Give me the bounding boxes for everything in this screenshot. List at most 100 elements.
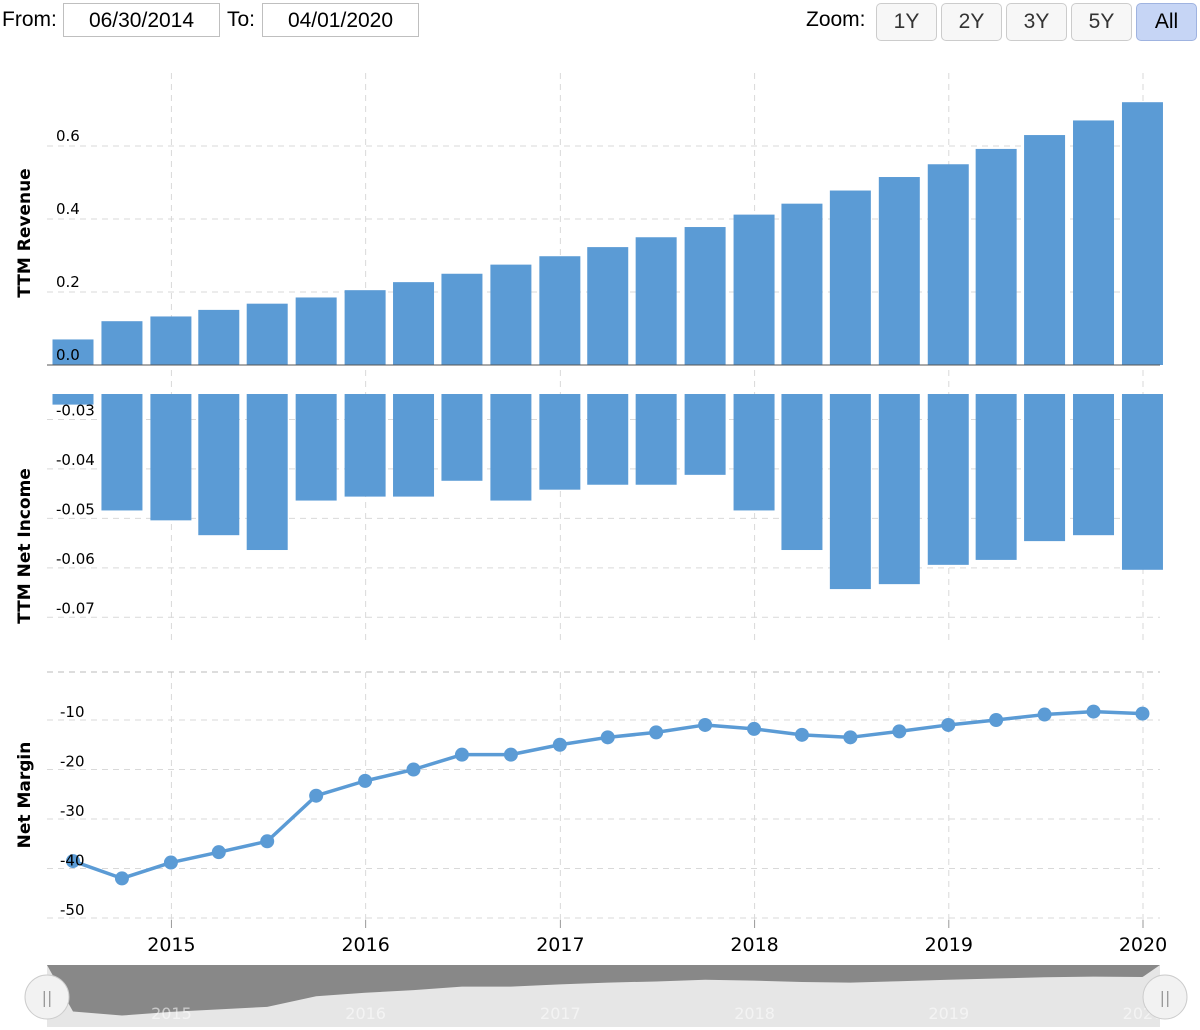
net-margin-point (1086, 704, 1101, 719)
zoom-2y-button[interactable]: 2Y (941, 3, 1002, 41)
net-income-bar (441, 394, 483, 481)
revenue-y-tick-label: 0.2 (56, 273, 80, 291)
net-margin-y-tick-label: -40 (60, 852, 85, 870)
navigator-year-label: 2015 (151, 1004, 192, 1023)
net-margin-point (843, 730, 858, 745)
net-margin-y-tick-label: -30 (60, 802, 85, 820)
range-selector: From: 06/30/2014 To: 04/01/2020 Zoom: 1Y… (0, 0, 1200, 50)
revenue-bar (198, 309, 240, 365)
net-margin-point (941, 717, 956, 732)
zoom-5y-button[interactable]: 5Y (1071, 3, 1132, 41)
net-income-y-tick-label: -0.06 (56, 550, 95, 568)
net-margin-point (406, 762, 421, 777)
zoom-3y-button[interactable]: 3Y (1006, 3, 1067, 41)
revenue-bar (635, 237, 677, 365)
navigator-right-handle[interactable]: || (1142, 974, 1188, 1020)
net-income-bar (539, 394, 581, 490)
handle-knob (24, 974, 70, 1020)
revenue-bar (101, 321, 143, 365)
net-income-y-tick-label: -0.05 (56, 500, 95, 518)
net-income-bar (101, 394, 143, 511)
net-margin-point (989, 713, 1004, 727)
net-income-bar (344, 394, 386, 497)
net-margin-y-tick-label: -20 (60, 753, 85, 771)
to-label: To: (227, 8, 256, 31)
zoom-label: Zoom: (806, 8, 866, 31)
revenue-bar (927, 164, 969, 365)
revenue-bar (878, 177, 920, 365)
revenue-bar (733, 214, 775, 365)
revenue-bar (344, 290, 386, 365)
net-income-y-tick-label: -0.03 (56, 401, 95, 419)
revenue-bar (781, 203, 823, 365)
net-income-bar (52, 394, 94, 405)
net-margin-point (600, 730, 615, 745)
x-tick-label: 2020 (1119, 934, 1167, 956)
revenue-y-tick-label: 0.0 (56, 346, 80, 364)
net-income-bar (490, 394, 532, 501)
net-margin-point (260, 834, 275, 849)
net-income-y-tick-label: -0.07 (56, 599, 95, 617)
revenue-bar (393, 282, 435, 365)
net-margin-point (163, 855, 178, 870)
net-income-bar (733, 394, 775, 511)
net-margin-point (358, 773, 373, 788)
net-income-bar (781, 394, 823, 551)
revenue-bar (490, 264, 532, 365)
navigator-year-label: 2018 (734, 1004, 775, 1023)
navigator-left-handle[interactable]: || (24, 974, 70, 1020)
net-margin-point (649, 725, 664, 740)
net-margin-y-tick-label: -50 (60, 901, 85, 919)
net-margin-point (1135, 706, 1150, 721)
handle-knob (1142, 974, 1188, 1020)
zoom-1y-button[interactable]: 1Y (876, 3, 937, 41)
net-margin-point (892, 724, 907, 739)
net-income-bar (1073, 394, 1115, 536)
revenue-bar (150, 316, 192, 365)
x-tick-label: 2019 (925, 934, 973, 956)
net-margin-point (698, 717, 713, 732)
navigator-area (47, 965, 1160, 1016)
net-margin-point (794, 727, 809, 742)
net-margin-y-tick-label: -10 (60, 703, 85, 721)
from-label: From: (2, 8, 57, 31)
net-income-bar (1121, 394, 1163, 570)
revenue-bar (295, 297, 337, 365)
revenue-y-tick-label: 0.6 (56, 127, 80, 145)
x-tick-label: 2015 (147, 934, 195, 956)
x-tick-label: 2017 (536, 934, 584, 956)
net-margin-point (1037, 707, 1052, 722)
revenue-bar (829, 190, 871, 365)
zoom-all-button[interactable]: All (1136, 3, 1197, 41)
revenue-y-tick-label: 0.4 (56, 200, 80, 218)
net-income-axis-title: TTM Net Income (15, 468, 35, 624)
net-income-bar (295, 394, 337, 501)
net-income-bar (1024, 394, 1066, 542)
net-margin-point (552, 737, 567, 752)
net-income-y-tick-label: -0.04 (56, 451, 95, 469)
from-date-input[interactable]: 06/30/2014 (63, 3, 220, 37)
navigator-year-label: 2019 (928, 1004, 969, 1023)
net-income-bar (198, 394, 240, 536)
net-income-bar (150, 394, 192, 521)
net-margin-axis-title: Net Margin (15, 742, 35, 849)
revenue-bar (684, 227, 726, 365)
net-margin-point (211, 845, 226, 860)
to-date-input[interactable]: 04/01/2020 (262, 3, 419, 37)
net-income-bar (829, 394, 871, 590)
net-income-bar (878, 394, 920, 585)
net-income-bar (587, 394, 629, 485)
navigator-year-label: 2017 (540, 1004, 581, 1023)
net-margin-point (503, 747, 518, 762)
revenue-bar (1024, 135, 1066, 365)
net-income-bar (246, 394, 288, 551)
revenue-axis-title: TTM Revenue (15, 168, 35, 297)
net-margin-point (66, 854, 80, 869)
net-income-bar (927, 394, 969, 565)
revenue-bar (975, 148, 1017, 365)
navigator-year-label: 2016 (345, 1004, 386, 1023)
revenue-bar (441, 273, 483, 365)
net-margin-point (114, 871, 129, 886)
revenue-bar (1121, 102, 1163, 365)
